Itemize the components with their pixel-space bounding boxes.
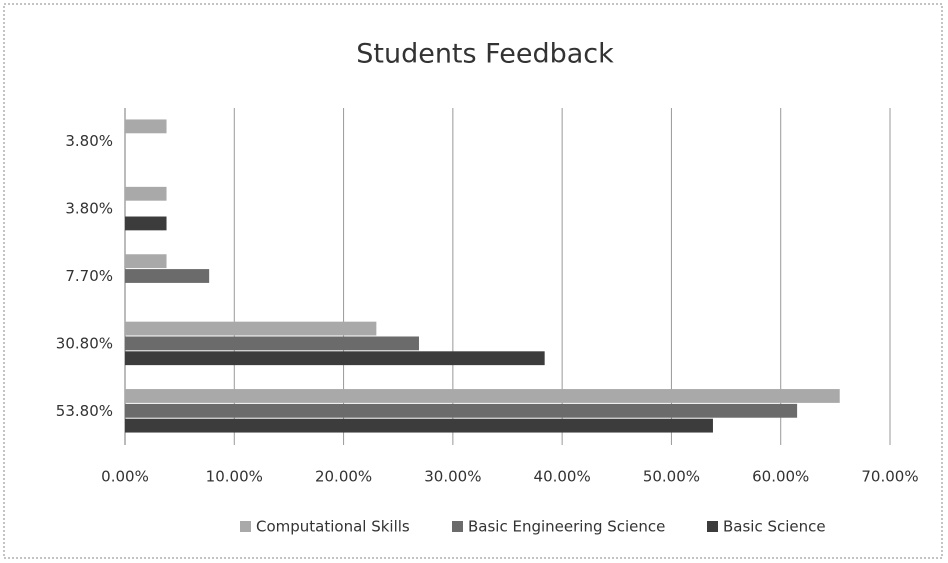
x-tick-label: 10.00% bbox=[206, 468, 263, 486]
x-tick-label: 20.00% bbox=[315, 468, 372, 486]
legend-label: Computational Skills bbox=[256, 518, 410, 536]
x-tick-label: 70.00% bbox=[861, 468, 918, 486]
x-tick-label: 50.00% bbox=[643, 468, 700, 486]
bar bbox=[125, 119, 167, 134]
y-tick-label: 53.80% bbox=[56, 402, 113, 420]
legend-swatch bbox=[240, 521, 251, 532]
bar bbox=[125, 389, 840, 403]
legend-label: Basic Engineering Science bbox=[468, 518, 665, 536]
legend-swatch bbox=[452, 521, 463, 532]
x-tick-label: 30.00% bbox=[424, 468, 481, 486]
y-tick-label: 30.80% bbox=[56, 334, 113, 352]
legend-swatch bbox=[707, 521, 718, 532]
x-tick-label: 60.00% bbox=[752, 468, 809, 486]
bar bbox=[125, 269, 210, 283]
bar bbox=[125, 418, 713, 433]
bar bbox=[125, 254, 167, 269]
bar bbox=[125, 321, 377, 336]
chart-title: Students Feedback bbox=[356, 39, 614, 70]
chart-border bbox=[3, 3, 943, 559]
bar bbox=[125, 403, 798, 418]
y-tick-label: 7.70% bbox=[65, 267, 113, 285]
legend-label: Basic Science bbox=[723, 518, 826, 536]
x-tick-label: 40.00% bbox=[534, 468, 591, 486]
y-tick-label: 3.80% bbox=[65, 132, 113, 150]
bar bbox=[125, 216, 167, 231]
bar bbox=[125, 336, 419, 351]
bar bbox=[125, 186, 167, 201]
bar bbox=[125, 351, 545, 366]
y-tick-label: 3.80% bbox=[65, 200, 113, 218]
x-tick-label: 0.00% bbox=[101, 468, 149, 486]
